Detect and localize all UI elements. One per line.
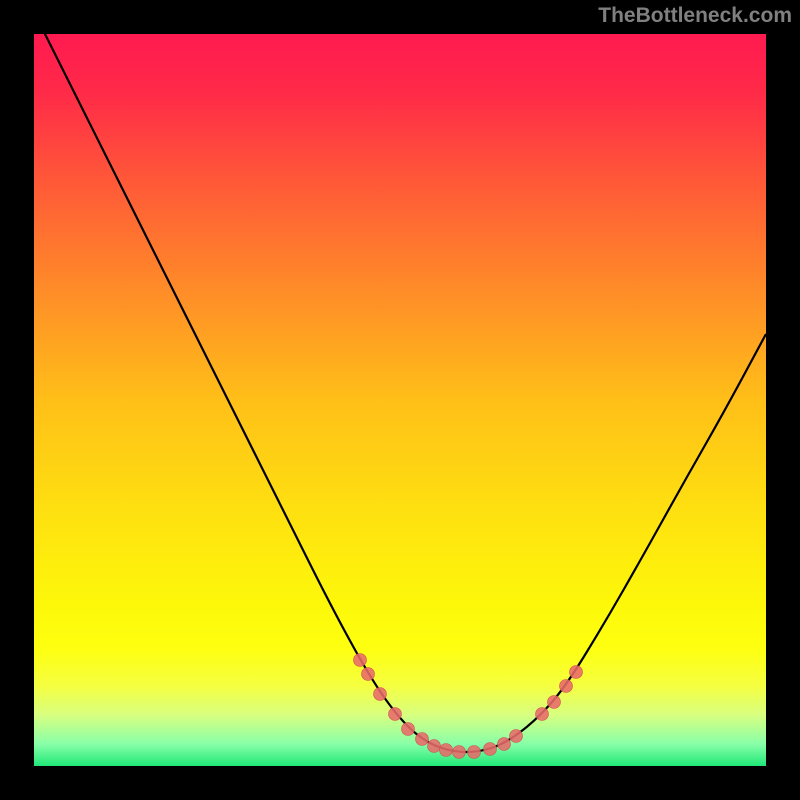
data-marker [468, 746, 481, 759]
data-marker [484, 743, 497, 756]
data-marker [440, 744, 453, 757]
data-marker [570, 666, 583, 679]
data-marker [374, 688, 387, 701]
watermark-text: TheBottleneck.com [598, 4, 792, 28]
data-marker [453, 746, 466, 759]
data-marker [402, 723, 415, 736]
plot-area [34, 34, 766, 766]
chart-container: TheBottleneck.com [0, 0, 800, 800]
data-marker [498, 738, 511, 751]
data-marker [510, 730, 523, 743]
data-marker [428, 740, 441, 753]
data-marker [536, 708, 549, 721]
chart-svg [34, 34, 766, 766]
data-marker [416, 733, 429, 746]
data-marker [548, 696, 561, 709]
data-marker [560, 680, 573, 693]
data-marker [389, 708, 402, 721]
data-marker [362, 668, 375, 681]
gradient-background [34, 34, 766, 766]
data-marker [354, 654, 367, 667]
